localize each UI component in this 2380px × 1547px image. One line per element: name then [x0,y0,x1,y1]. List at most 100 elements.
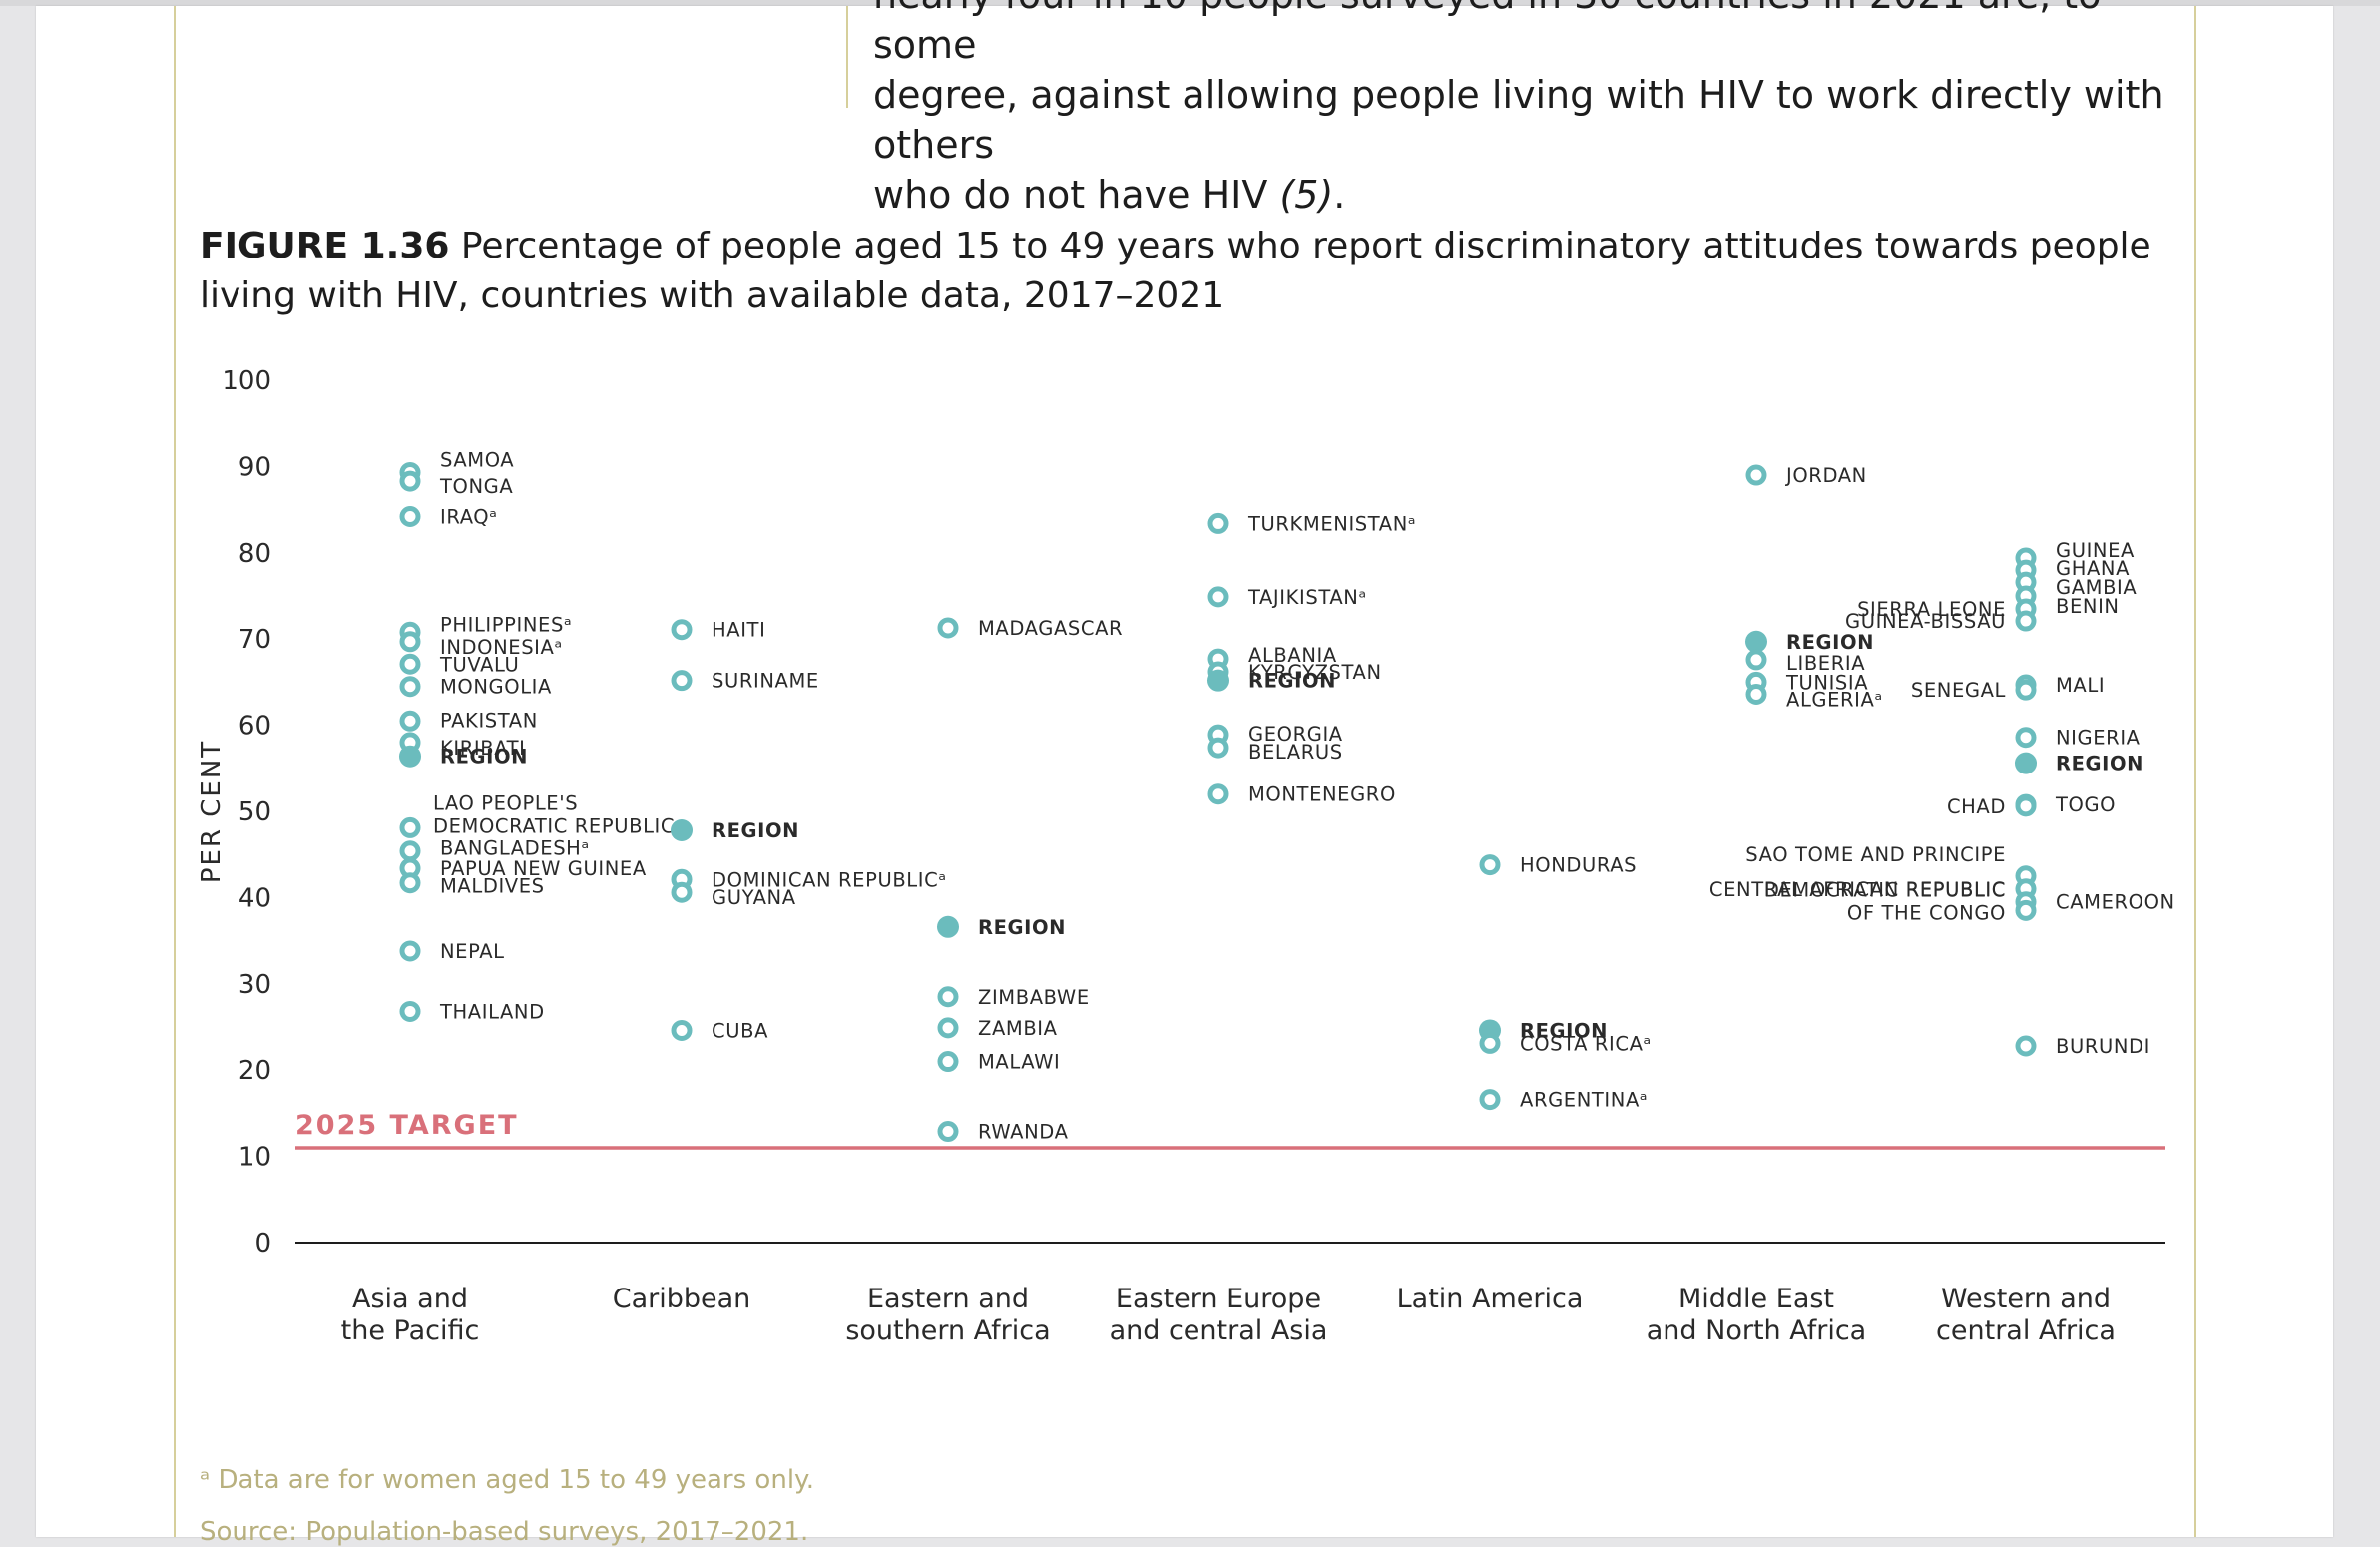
country-point [399,653,421,675]
footnote: ᵃ Data are for women aged 15 to 49 years… [200,1465,814,1495]
country-point [399,470,421,492]
country-label: TONGA [439,475,513,498]
country-label: ARGENTINAᵃ [1520,1089,1648,1112]
country-label: SAMOA [440,448,514,471]
document-page [36,6,2333,1537]
country-point [671,670,693,692]
quote-rule [846,6,848,108]
y-tick-label: 20 [238,1056,271,1086]
region-label: REGION [712,819,799,842]
country-label: SENEGAL [1911,679,2006,702]
region-point [1207,669,1229,692]
intro-paragraph: nearly four in 10 people surveyed in 30 … [873,0,2180,220]
y-tick-label: 60 [238,712,271,742]
source-note: Source: Population-based surveys, 2017–2… [200,1517,809,1547]
country-point [937,617,959,639]
country-point [399,631,421,653]
country-label: MADAGASCAR [978,617,1123,640]
x-category-label: southern Africa [845,1315,1050,1346]
country-point [399,816,421,838]
country-point [671,619,693,641]
country-point [1207,737,1229,759]
x-category-label: and North Africa [1647,1315,1866,1346]
intro-text: . [1333,173,1346,217]
country-label: RWANDA [978,1121,1069,1144]
region-point [671,819,693,842]
country-label: MALI [2056,674,2105,697]
region-label: REGION [1786,631,1874,654]
country-point [1479,1032,1501,1054]
country-point [2015,679,2037,701]
country-label: DOMINICAN REPUBLICᵃ [712,868,947,891]
country-label: PHILIPPINESᵃ [440,613,572,636]
country-point [399,940,421,962]
country-label: HAITI [712,619,765,642]
frame-border-right [2194,6,2196,1537]
region-label: REGION [440,746,528,769]
country-label: TUVALU [439,653,519,676]
y-axis-label: PER CENT [197,740,227,883]
country-label: CUBA [712,1019,768,1042]
country-label: CHAD [1947,795,2006,818]
region-point [2015,752,2037,774]
country-point [1745,464,1767,486]
x-category-label: Caribbean [613,1284,751,1314]
country-label: KYRGYZSTAN [1248,661,1382,684]
country-point [1745,683,1767,705]
country-label: THAILAND [439,1000,545,1023]
country-point [2015,727,2037,749]
region-label: REGION [1248,670,1336,693]
x-category-label: and central Asia [1110,1315,1328,1346]
x-category-label: Eastern Europe [1116,1284,1321,1314]
country-label: INDONESIAᵃ [440,636,563,659]
country-point [399,676,421,698]
x-category-label: Asia and [352,1284,468,1314]
x-category-label: Latin America [1397,1284,1584,1314]
country-point [399,506,421,528]
x-category-label: the Pacific [341,1315,480,1346]
country-label: BANGLADESHᵃ [440,837,590,860]
country-label: KIRIBATI [440,737,526,760]
country-label: NEPAL [440,940,505,963]
country-label: MONGOLIA [440,676,552,699]
y-tick-label: 10 [238,1143,271,1173]
x-category-label: Eastern and [867,1284,1029,1314]
country-label: TURKMENISTANᵃ [1247,512,1416,535]
region-point [937,915,959,938]
y-tick-label: 90 [238,452,271,482]
country-label: ALGERIAᵃ [1786,688,1883,711]
target-label: 2025 TARGET [295,1110,519,1141]
country-label: NIGERIA [2056,727,2141,750]
country-point [1479,1089,1501,1111]
region-label: REGION [978,916,1066,939]
figure-number: FIGURE 1.36 [200,226,450,266]
country-label: ALBANIA [1248,644,1337,667]
country-label: CAMEROON [2056,891,2175,914]
x-category-label: Middle East [1678,1284,1834,1314]
frame-border-left [174,6,176,1537]
country-label: LIBERIA [1786,652,1865,675]
country-point [1479,854,1501,876]
reference-link[interactable]: (5) [1279,173,1334,217]
country-label: CENTRAL AFRICAN REPUBLIC [1709,878,2006,901]
country-label: GUINEA-BISSAU [1845,610,2006,633]
country-point [1207,586,1229,608]
country-label: BENIN [2056,595,2120,618]
country-label: DEMOCRATIC REPUBLIC [433,814,675,837]
country-point [2015,899,2037,921]
country-label: GHANA [2056,557,2130,580]
country-point [937,986,959,1008]
y-tick-label: 50 [238,797,271,827]
country-label: DEMOCRATIC REPUBLIC [1764,878,2006,901]
figure-title: FIGURE 1.36 Percentage of people aged 15… [200,222,2175,321]
country-label: MALAWI [978,1051,1060,1074]
country-label: BURUNDI [2056,1035,2150,1058]
region-point [1745,630,1767,653]
country-label: COSTA RICAᵃ [1520,1032,1652,1055]
country-point [2015,1035,2037,1057]
country-point [937,1017,959,1039]
country-label: PAKISTAN [440,709,538,732]
intro-line: degree, against allowing people living w… [873,73,2164,167]
country-point [1207,783,1229,805]
figure-caption: Percentage of people aged 15 to 49 years… [200,226,2151,316]
